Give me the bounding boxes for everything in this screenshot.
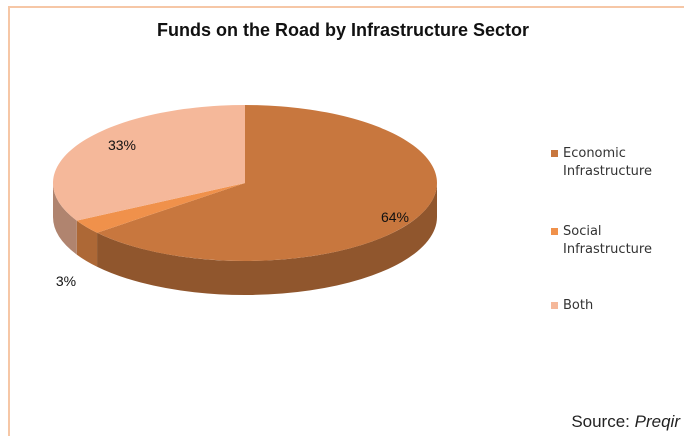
pie-slice-economic <box>97 105 437 262</box>
pie-sides <box>53 183 437 296</box>
pie-tops <box>52 105 437 262</box>
pie-side-social <box>76 220 98 267</box>
chart-title: Funds on the Road by Infrastructure Sect… <box>156 20 530 40</box>
legend-label-both: Both <box>563 298 594 313</box>
legend-label-social: Social Infrastructure <box>563 224 652 257</box>
source-label: Source: <box>571 412 630 431</box>
pie-labels: 64% 3% 33% <box>56 137 409 289</box>
legend-label-economic: Economic Infrastructure <box>563 146 652 179</box>
pie-slice-both <box>52 105 246 221</box>
data-label-social: 3% <box>56 273 76 289</box>
data-label-economic: 64% <box>381 209 409 225</box>
chart-frame <box>8 6 684 408</box>
legend-swatch-economic <box>551 150 558 157</box>
pie-side-both <box>53 183 77 255</box>
data-label-both: 33% <box>108 137 136 153</box>
source-name: Preqir <box>634 412 680 431</box>
legend-swatch-both <box>551 302 558 309</box>
pie-slice-social <box>76 183 245 233</box>
source-note: Source: Preqir <box>571 412 680 432</box>
pie-side-economic <box>97 183 437 296</box>
legend-swatch-social <box>551 228 558 235</box>
